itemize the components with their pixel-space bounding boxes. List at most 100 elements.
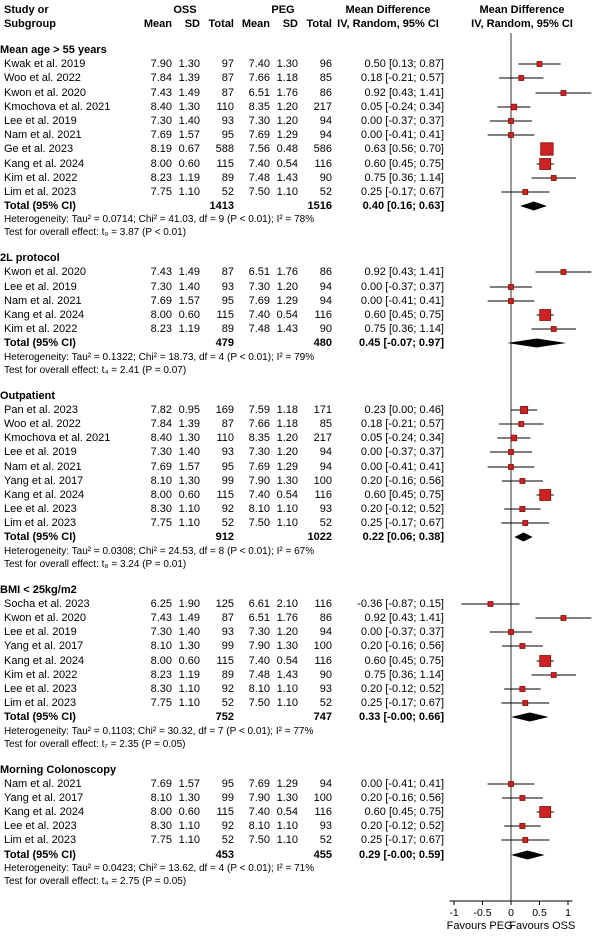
subgroup-total-row: Total (95% CI) 912 1022 0.22 [0.06; 0.38] [0, 530, 600, 544]
oss-sd: 1.30 [178, 432, 200, 445]
study-label: Kang et al. 2024 [4, 488, 85, 501]
peg-sd: 1.10 [276, 834, 298, 847]
study-row: Nam et al. 2021 7.69 1.57 95 7.69 1.29 94 0.00 … [0, 460, 600, 474]
peg-total: 94 [319, 777, 332, 790]
table-body: Mean age > 55 years Kwak et al. 2019 7.90 1… [0, 31, 600, 888]
study-label: Kang et al. 2024 [4, 806, 85, 819]
oss-sd: 1.57 [178, 460, 200, 473]
subgroup-title: Outpatient [0, 389, 55, 402]
section-gap [0, 31, 600, 43]
peg-mean: 7.48 [248, 323, 270, 336]
study-row: Woo et al. 2022 7.84 1.39 87 7.66 1.18 85 0.18 … [0, 417, 600, 431]
total-label: Total (95% CI) [4, 711, 76, 724]
peg-mean: 8.10 [248, 682, 270, 695]
oss-mean: 7.84 [150, 72, 172, 85]
peg-total-n: 1022 [307, 531, 332, 544]
oss-total-n: 752 [215, 711, 234, 724]
oss-sd: 1.49 [178, 266, 200, 279]
oss-total-n: 1413 [209, 200, 234, 213]
peg-total: 94 [319, 129, 332, 142]
header-line-2: Subgroup Mean SD Total Mean SD Total IV,… [0, 17, 600, 31]
oss-sd: 0.60 [178, 488, 200, 501]
study-label: Kim et al. 2022 [4, 171, 78, 184]
peg-mean: 7.30 [248, 446, 270, 459]
study-row: Ge et al. 2023 8.19 0.67 588 7.56 0.48 586 0.63… [0, 142, 600, 156]
overall-effect-text: Test for overall effect: t₄ = 2.41 (P = … [4, 364, 187, 376]
study-label: Socha et al. 2023 [4, 597, 90, 610]
study-label: Yang et al. 2017 [4, 791, 84, 804]
peg-mean: 7.59 [248, 403, 270, 416]
peg-total: 52 [319, 834, 332, 847]
study-row: Lim et al. 2023 7.75 1.10 52 7.50 1.10 52 0.25 … [0, 516, 600, 530]
oss-total: 115 [216, 654, 234, 667]
md-ci-text: 0.18 [-0.21; 0.57] [360, 72, 444, 85]
study-label: Lim et al. 2023 [4, 834, 77, 847]
md-ci-text: 0.05 [-0.24; 0.34] [360, 432, 444, 445]
study-label: Lee et al. 2019 [4, 280, 77, 293]
peg-mean: 7.30 [248, 280, 270, 293]
md-ci-text: 0.75 [0.36; 1.14] [364, 323, 444, 336]
col-header-oss-sd: SD [184, 18, 200, 30]
oss-mean: 7.43 [150, 86, 172, 99]
col-header-peg-group: PEG [271, 4, 295, 16]
oss-sd: 1.39 [178, 72, 200, 85]
oss-total: 115 [216, 157, 234, 170]
peg-mean: 7.30 [248, 626, 270, 639]
md-ci-text: 0.00 [-0.41; 0.41] [360, 777, 444, 790]
study-row: Lee et al. 2023 8.30 1.10 92 8.10 1.10 93 0.20 … [0, 502, 600, 516]
oss-mean: 8.19 [150, 143, 172, 156]
oss-sd: 1.30 [178, 58, 200, 71]
peg-sd: 0.54 [276, 488, 298, 501]
peg-sd: 1.43 [276, 323, 298, 336]
peg-sd: 0.54 [276, 654, 298, 667]
oss-total: 169 [215, 403, 234, 416]
peg-total: 171 [313, 403, 332, 416]
peg-mean: 8.35 [248, 432, 270, 445]
peg-mean: 7.50 [248, 517, 270, 530]
study-label: Lim et al. 2023 [4, 517, 77, 530]
axis-tick-label: 0.5 [532, 907, 547, 919]
oss-mean: 7.75 [150, 834, 172, 847]
oss-total: 93 [221, 280, 234, 293]
study-label: Kwon et al. 2020 [4, 612, 86, 624]
oss-total: 93 [221, 446, 234, 459]
oss-total: 95 [221, 777, 234, 790]
peg-sd: 1.10 [276, 820, 298, 833]
total-md-ci-text: 0.33 [-0.00; 0.66] [359, 711, 444, 724]
section-gap [0, 571, 600, 583]
heterogeneity-text: Heterogeneity: Tau² = 0.0308; Chi² = 24.… [4, 545, 315, 557]
oss-sd: 0.67 [178, 143, 200, 156]
oss-sd: 1.57 [178, 777, 200, 790]
study-row: Kwon et al. 2020 7.43 1.49 87 6.51 1.76 86 0.92… [0, 86, 600, 100]
axis-tick-label: -0.5 [473, 907, 491, 919]
oss-mean: 8.23 [150, 668, 172, 681]
peg-total: 90 [319, 171, 332, 184]
oss-mean: 7.84 [150, 417, 172, 430]
heterogeneity-text: Heterogeneity: Tau² = 0.1322; Chi² = 18.… [4, 351, 315, 363]
study-label: Yang et al. 2017 [4, 474, 84, 487]
study-label: Woo et al. 2022 [4, 72, 81, 85]
col-header-model: IV, Random, 95% CI [337, 18, 439, 30]
study-row: Kmochova et al. 2021 8.40 1.30 110 8.35 1.20 2… [0, 100, 600, 114]
peg-sd: 1.29 [276, 129, 298, 142]
study-label: Kim et al. 2022 [4, 668, 78, 681]
peg-mean: 8.10 [248, 503, 270, 516]
oss-total: 89 [221, 171, 234, 184]
study-label: Nam et al. 2021 [4, 129, 82, 142]
oss-sd: 0.60 [178, 806, 200, 819]
peg-mean: 7.69 [248, 777, 270, 790]
oss-total-n: 912 [215, 531, 234, 544]
peg-mean: 7.69 [248, 129, 270, 142]
peg-mean: 8.35 [248, 100, 270, 113]
total-label: Total (95% CI) [4, 200, 76, 213]
peg-mean: 7.90 [248, 474, 270, 487]
study-label: Kmochova et al. 2021 [4, 432, 111, 445]
md-ci-text: 0.20 [-0.16; 0.56] [360, 474, 444, 487]
subgroup-title: BMI < 25kg/m2 [0, 583, 77, 596]
peg-total: 52 [319, 517, 332, 530]
study-label: Pan et al. 2023 [4, 403, 79, 416]
oss-mean: 7.69 [150, 460, 172, 473]
study-row: Kmochova et al. 2021 8.40 1.30 110 8.35 1.20 2… [0, 431, 600, 445]
oss-sd: 1.10 [178, 503, 200, 516]
study-row: Kwak et al. 2019 7.90 1.30 97 7.40 1.30 96 0.50… [0, 57, 600, 71]
